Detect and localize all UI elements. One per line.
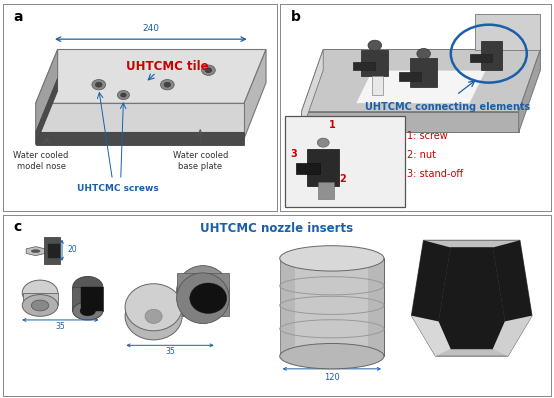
Polygon shape [23, 293, 58, 306]
Ellipse shape [125, 293, 182, 340]
Text: UHTCMC connecting elements: UHTCMC connecting elements [366, 102, 531, 113]
Text: 35: 35 [55, 322, 65, 331]
Ellipse shape [80, 306, 95, 316]
Polygon shape [244, 49, 266, 139]
Circle shape [417, 49, 430, 59]
Text: Water cooled
model nose: Water cooled model nose [13, 151, 69, 171]
Text: UHTCMC tile: UHTCMC tile [126, 60, 209, 72]
Polygon shape [301, 49, 323, 132]
Polygon shape [26, 247, 45, 256]
Ellipse shape [145, 309, 162, 324]
Text: 2: 2 [340, 174, 346, 184]
Text: 2: nut: 2: nut [407, 150, 437, 160]
Polygon shape [356, 70, 486, 103]
Polygon shape [301, 111, 519, 132]
Text: UHTCMC nozzle inserts: UHTCMC nozzle inserts [201, 222, 353, 235]
Text: 3: stand-off: 3: stand-off [407, 169, 464, 179]
Polygon shape [412, 240, 532, 356]
Polygon shape [353, 62, 375, 70]
Text: 20: 20 [68, 245, 77, 254]
Circle shape [202, 65, 216, 75]
Polygon shape [361, 49, 388, 76]
Text: 3: 3 [291, 149, 297, 159]
Text: c: c [14, 220, 22, 234]
Text: Water cooled
base plate: Water cooled base plate [172, 151, 228, 171]
Circle shape [92, 80, 106, 90]
Circle shape [31, 250, 40, 253]
Circle shape [317, 138, 329, 147]
Text: a: a [14, 10, 23, 24]
Ellipse shape [177, 273, 229, 324]
Text: 1: 1 [329, 120, 335, 130]
Polygon shape [35, 132, 244, 145]
Text: 1: screw: 1: screw [407, 131, 448, 141]
Polygon shape [399, 72, 421, 80]
Polygon shape [481, 41, 502, 70]
Ellipse shape [31, 300, 49, 311]
Circle shape [117, 90, 130, 100]
Text: UHTCMC screws: UHTCMC screws [77, 183, 159, 193]
Text: 120: 120 [324, 373, 340, 382]
Polygon shape [280, 258, 295, 356]
Polygon shape [439, 248, 505, 349]
Polygon shape [301, 49, 540, 111]
Circle shape [121, 93, 126, 97]
Polygon shape [493, 316, 532, 356]
Ellipse shape [125, 284, 182, 331]
Circle shape [205, 68, 212, 73]
Polygon shape [280, 258, 384, 356]
Circle shape [95, 82, 102, 87]
Ellipse shape [280, 343, 384, 369]
Polygon shape [125, 307, 182, 316]
Ellipse shape [280, 246, 384, 271]
FancyBboxPatch shape [285, 116, 404, 207]
Ellipse shape [73, 277, 103, 298]
Polygon shape [307, 149, 340, 186]
Polygon shape [35, 103, 244, 132]
Circle shape [368, 40, 382, 51]
Polygon shape [519, 49, 540, 132]
Text: b: b [291, 10, 300, 24]
Polygon shape [470, 54, 491, 62]
Text: 240: 240 [142, 24, 160, 33]
Polygon shape [410, 58, 437, 87]
Ellipse shape [22, 295, 58, 316]
Polygon shape [296, 163, 320, 174]
Polygon shape [35, 49, 58, 132]
Polygon shape [412, 240, 450, 322]
Polygon shape [35, 49, 266, 103]
Text: 35: 35 [165, 347, 175, 356]
Polygon shape [73, 287, 103, 311]
Circle shape [161, 80, 174, 90]
Polygon shape [177, 273, 229, 316]
Ellipse shape [190, 283, 227, 314]
Polygon shape [493, 240, 532, 322]
Polygon shape [48, 244, 60, 258]
Circle shape [164, 82, 171, 87]
Polygon shape [412, 316, 450, 356]
Polygon shape [44, 237, 60, 264]
Polygon shape [368, 258, 384, 356]
Ellipse shape [177, 265, 229, 316]
Ellipse shape [22, 280, 58, 306]
Polygon shape [318, 182, 334, 199]
Polygon shape [81, 287, 103, 311]
Polygon shape [475, 14, 540, 49]
Polygon shape [372, 76, 383, 95]
Polygon shape [35, 78, 58, 145]
Ellipse shape [73, 302, 103, 320]
